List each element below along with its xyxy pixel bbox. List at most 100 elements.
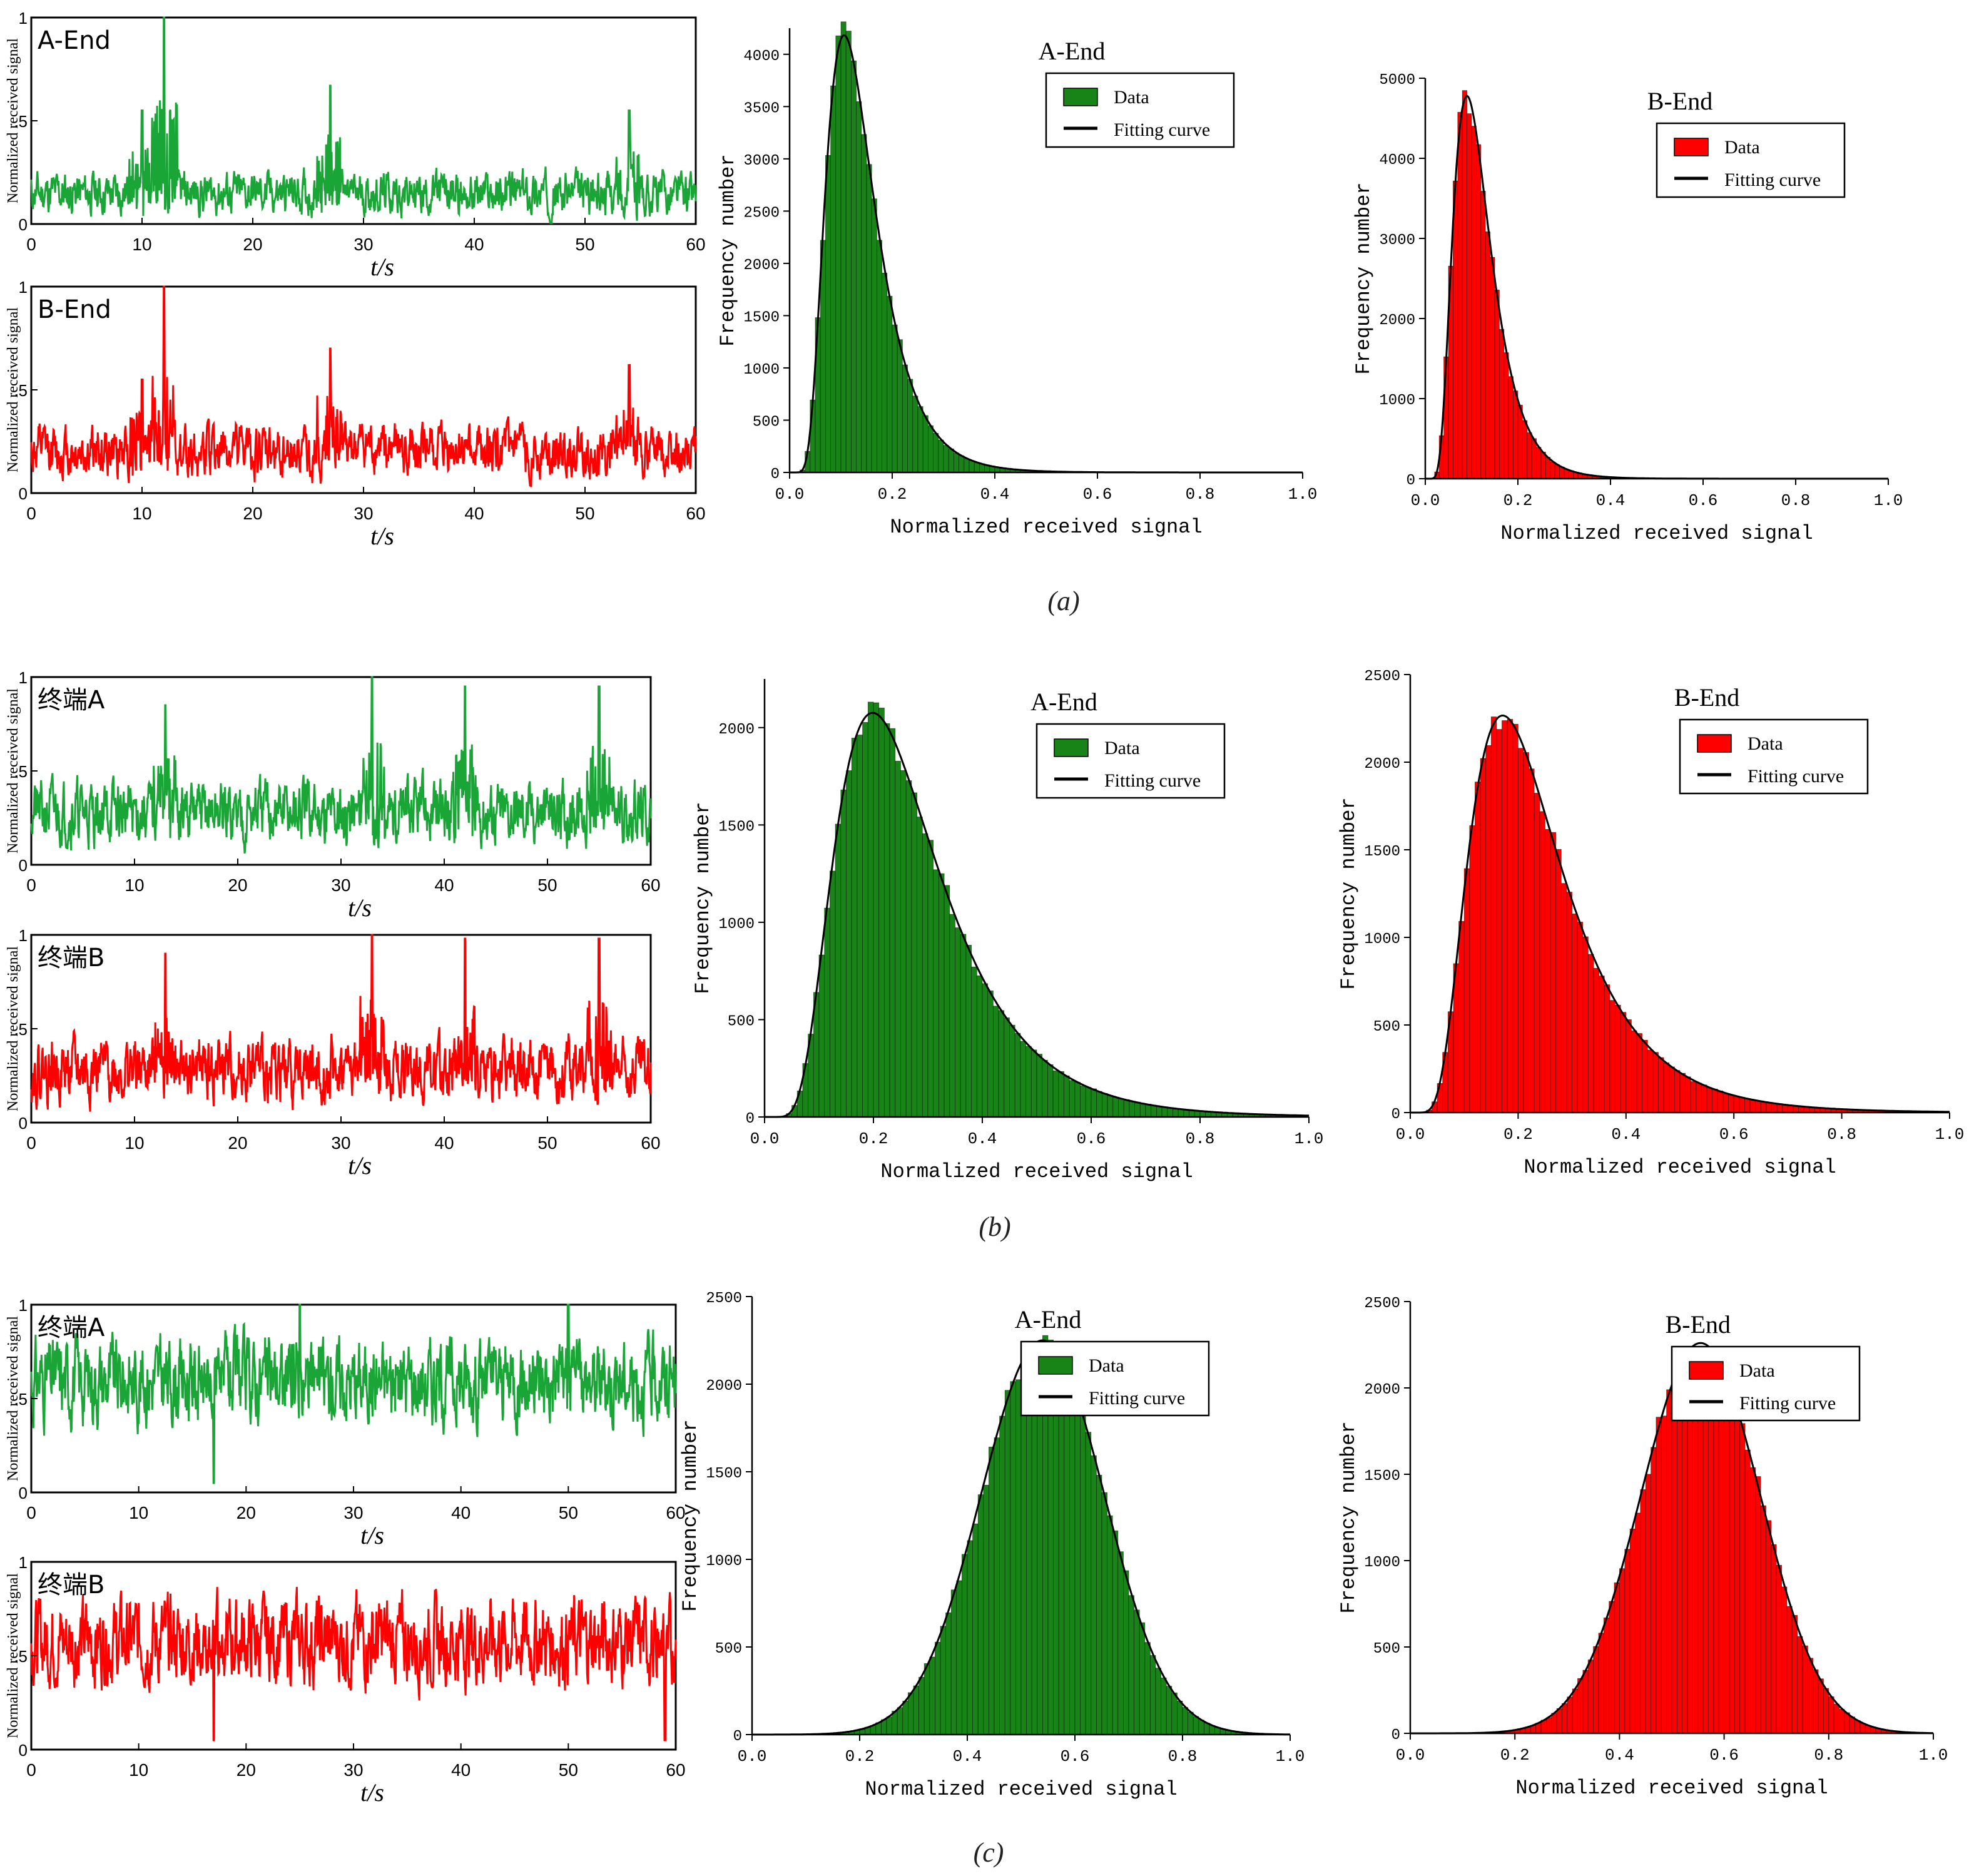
histogram-bar: [1522, 420, 1528, 479]
histogram-bar: [1188, 1711, 1194, 1735]
histogram-bar: [1004, 1017, 1010, 1118]
y-tick-label: 2500: [743, 205, 780, 222]
histogram-bar: [1503, 352, 1509, 479]
y-tick-label: 0: [19, 1114, 28, 1133]
histogram-bar: [1766, 1102, 1772, 1113]
x-tick-label: 0.0: [1411, 491, 1440, 510]
plot-frame: [30, 676, 652, 866]
x-tick-label: 30: [354, 504, 373, 523]
x-tick-label: 0.4: [968, 1129, 997, 1148]
histogram-bar: [1139, 1622, 1146, 1735]
histogram-bar: [1833, 1703, 1839, 1734]
histogram-bar: [862, 722, 868, 1118]
timeseries-c-ts-A: 0 10 20 30 40 50 60 0 .5 1 终端A t/s Normalized receiv…: [5, 1296, 686, 1549]
y-tick-label: 1500: [1364, 1468, 1400, 1485]
x-tick-label: 40: [434, 1133, 454, 1153]
y-tick-label: 3000: [1379, 232, 1415, 249]
histogram-bar: [1134, 1101, 1141, 1118]
histogram-bar: [1545, 1717, 1552, 1734]
histogram-bar: [929, 1656, 935, 1735]
y-axis-label: Frequency number: [1337, 797, 1360, 989]
histogram-bar: [897, 1707, 903, 1735]
x-tick-label: 50: [575, 235, 594, 254]
histogram-bar: [1117, 1551, 1124, 1735]
y-tick-label: 0: [733, 1728, 742, 1745]
histogram-bar: [1139, 1103, 1146, 1118]
histogram-bar: [882, 272, 888, 473]
histogram-bar: [1593, 968, 1600, 1113]
histogram-bar: [1064, 1075, 1070, 1118]
histogram-bar: [922, 833, 928, 1118]
histogram-bar: [1781, 1586, 1788, 1734]
histogram-bar: [1144, 1642, 1151, 1735]
histogram-bar: [1712, 1088, 1718, 1113]
x-tick-label: 10: [132, 504, 151, 523]
histogram-bar: [1052, 1070, 1059, 1118]
histogram-bar: [830, 870, 836, 1118]
histogram-bar: [1490, 716, 1497, 1113]
histogram-bar: [945, 1612, 952, 1735]
histogram-bar: [938, 439, 944, 473]
caption-b: (b): [979, 1211, 1010, 1242]
y-tick-label: .5: [14, 1020, 28, 1039]
histogram-bar: [851, 60, 857, 473]
legend: Data Fitting curve: [1671, 1345, 1861, 1422]
histogram-bar: [902, 364, 908, 473]
histogram-bar: [1527, 432, 1532, 479]
timeseries-a-ts-B: 0 10 20 30 40 50 60 0 .5 1 B-End t/s Normalized rece…: [5, 278, 706, 550]
histogram-bar: [1494, 289, 1500, 479]
x-tick-label: 60: [666, 1760, 685, 1780]
legend-label-curve: Fitting curve: [1748, 766, 1844, 787]
histogram-bar: [1020, 1041, 1027, 1118]
histogram-bar: [1529, 768, 1535, 1113]
y-tick-label: 1000: [1364, 1554, 1400, 1571]
histogram-bar: [1813, 1669, 1819, 1734]
x-tick-label: 0: [26, 235, 36, 254]
legend-label-data: Data: [1748, 733, 1783, 754]
histogram-bar: [1150, 1655, 1156, 1735]
x-tick-label: 0.8: [1814, 1746, 1843, 1765]
histogram-bar: [1555, 849, 1562, 1113]
histogram-b-hist-B: 0.0 0.2 0.4 0.6 0.8 1.0 0 500 1000 1500 2000 2500 No…: [1337, 668, 1964, 1179]
x-axis-label: t/s: [348, 894, 372, 922]
histogram-bar: [1701, 1084, 1707, 1113]
histogram-bar: [1156, 1106, 1163, 1118]
x-tick-label: 0.8: [1186, 485, 1215, 504]
histogram-bar: [1551, 1713, 1557, 1734]
histogram-bar: [1722, 1093, 1729, 1113]
y-tick-label: 0: [19, 1741, 28, 1760]
histogram-bar: [1085, 1432, 1092, 1735]
x-tick-label: 1.0: [1276, 1747, 1305, 1766]
x-tick-label: 0: [26, 1133, 36, 1153]
histogram-bar: [1539, 811, 1545, 1113]
x-tick-label: 30: [343, 1503, 363, 1522]
x-tick-label: 50: [559, 1503, 578, 1522]
histogram-bar: [935, 1641, 941, 1735]
histogram-bar: [1661, 1415, 1667, 1734]
histogram-bar: [1009, 1024, 1015, 1118]
histogram-bar: [1080, 1409, 1086, 1735]
histogram-bar: [1671, 1378, 1677, 1734]
panel-label: 终端B: [38, 944, 104, 972]
histogram-bar: [1651, 1447, 1657, 1734]
histogram-bar: [1739, 1423, 1746, 1734]
histogram-bar: [845, 31, 852, 473]
histogram-bar: [1025, 1046, 1032, 1118]
histogram-bar: [1123, 1099, 1130, 1118]
histogram-bar: [895, 760, 901, 1118]
histogram-bar: [1556, 1708, 1562, 1734]
histogram-bar: [972, 1523, 979, 1735]
x-tick-label: 0.6: [1083, 485, 1112, 504]
histogram-bar: [1101, 1492, 1108, 1735]
y-tick-label: 1: [19, 278, 28, 297]
histogram-bar: [1629, 1528, 1636, 1734]
histogram-bar: [1554, 464, 1560, 479]
histogram-bar: [1624, 1549, 1631, 1734]
histogram-bar: [1490, 257, 1495, 479]
legend-swatch-data: [1689, 1361, 1724, 1380]
x-tick-label: 1.0: [1295, 1129, 1324, 1148]
x-tick-label: 40: [451, 1503, 471, 1522]
x-tick-label: 0.6: [1077, 1129, 1106, 1148]
histogram-c-hist-B: 0.0 0.2 0.4 0.6 0.8 1.0 0 500 1000 1500 2000 2500 No…: [1337, 1295, 1948, 1800]
histogram-bar: [1177, 1700, 1183, 1735]
